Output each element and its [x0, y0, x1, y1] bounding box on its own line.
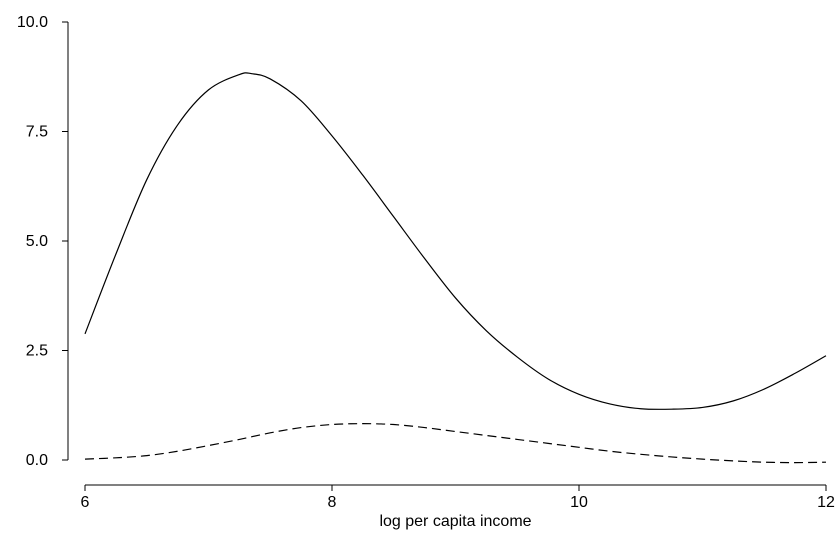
series-solid-line: [84, 72, 827, 410]
x-tick-label: 6: [81, 494, 90, 511]
x-tick-label: 12: [817, 494, 835, 511]
x-tick-label: 8: [328, 494, 337, 511]
series-layer: [84, 72, 827, 464]
y-tick-label: 7.5: [26, 124, 48, 141]
x-axis-title: log per capita income: [379, 513, 531, 530]
x-tick-label: 10: [570, 494, 588, 511]
y-tick-label: 0.0: [26, 452, 48, 469]
y-tick-label: 5.0: [26, 233, 48, 250]
x-axis: 6 8 10 12: [81, 484, 835, 511]
y-axis: 0.0 2.5 5.0 7.5 10.0: [17, 14, 69, 469]
series-dashed-line: [84, 423, 827, 464]
y-tick-label: 10.0: [17, 14, 48, 31]
y-tick-label: 2.5: [26, 343, 48, 360]
